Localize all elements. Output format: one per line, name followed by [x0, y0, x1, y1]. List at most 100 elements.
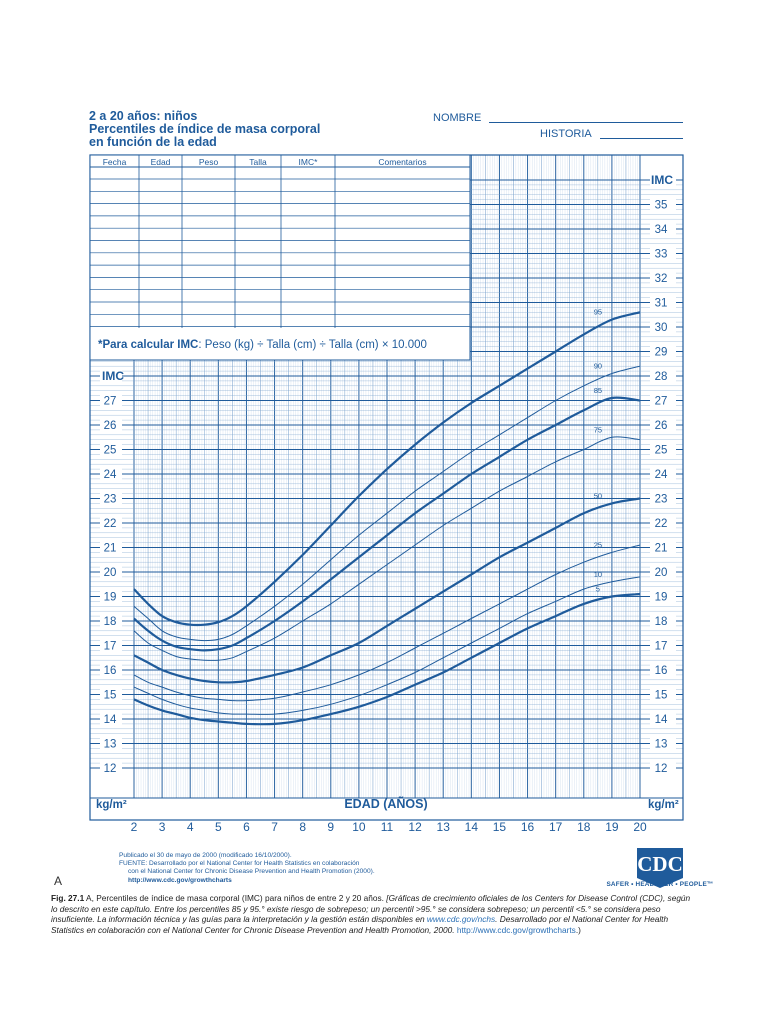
y-tick-bg-right [650, 443, 676, 456]
y-tick-bg-left [100, 762, 122, 774]
x-tick-label: 16 [521, 820, 535, 834]
x-tick-label: 20 [633, 820, 647, 834]
y-tick-bg-right [650, 566, 676, 578]
y-tick-bg-left [100, 419, 122, 431]
percentile-90-label: 90 [594, 362, 602, 371]
published-note: Publicado el 30 de mayo de 2000 (modific… [119, 852, 292, 859]
y-tick-label-left: 13 [104, 739, 117, 751]
x-tick-label: 6 [243, 820, 250, 834]
y-tick-label-left: 16 [104, 665, 117, 677]
table-frame [89, 154, 471, 361]
y-tick-bg-right [650, 664, 676, 676]
source-line-1: FUENTE: Desarrollado por el National Cen… [119, 860, 360, 867]
x-tick-label: 19 [605, 820, 619, 834]
y-tick-bg-left [100, 639, 122, 652]
x-tick-label: 7 [271, 820, 278, 834]
y-tick-bg-left [100, 394, 122, 407]
y-tick-label-right: 16 [655, 665, 668, 677]
y-tick-bg-right [650, 247, 676, 260]
y-tick-bg-right [650, 394, 676, 407]
source-line-2: con el National Center for Chronic Disea… [128, 868, 375, 875]
cdc-logo: CDC SAFER • HEALTHIER • PEOPLE™ [606, 848, 713, 890]
y-tick-bg-right [650, 615, 676, 627]
caption-link-nchs[interactable]: www.cdc.gov/nchs [426, 914, 496, 925]
x-tick-label: 3 [159, 820, 166, 834]
caption-link-growthcharts[interactable]: http://www.cdc.gov/growthcharts [456, 924, 576, 935]
y-tick-label-right: 29 [655, 347, 668, 359]
y-tick-bg-right [650, 419, 676, 431]
y-tick-bg-right [650, 468, 676, 480]
y-tick-bg-right [650, 492, 676, 505]
cdc-logo-text: CDC [637, 852, 683, 876]
y-tick-label-right: 23 [655, 494, 668, 506]
y-tick-label-right: 21 [655, 543, 668, 555]
y-tick-label-right: 27 [655, 396, 668, 408]
y-tick-bg-right [650, 296, 676, 309]
y-unit-right: kg/m² [648, 799, 679, 811]
y-tick-label-left: IMC [102, 369, 124, 383]
growthcharts-url[interactable]: http://www.cdc.gov/growthcharts [128, 877, 232, 884]
y-tick-label-right: 25 [655, 445, 668, 457]
chart-title-line1: 2 a 20 años: niños [89, 109, 198, 123]
y-tick-label-left: 17 [104, 641, 117, 653]
x-tick-label: 18 [577, 820, 591, 834]
historia-field[interactable] [600, 138, 683, 139]
y-tick-label-left: 19 [104, 592, 117, 604]
formula-note-rest: : Peso (kg) ÷ Talla (cm) ÷ Talla (cm) × … [198, 339, 427, 351]
y-tick-bg-left [100, 713, 122, 725]
percentile-5-line [133, 592, 641, 726]
x-tick-label: 15 [493, 820, 507, 834]
record-table: Fecha Edad Peso Talla IMC* Comentarios *Para c… [89, 154, 471, 361]
y-tick-label-right: 26 [655, 420, 668, 432]
y-tick-label-right: 22 [655, 518, 668, 530]
formula-note-bold: *Para calcular IMC [98, 339, 198, 351]
y-tick-label-right: 13 [655, 739, 668, 751]
percentile-95-label: 95 [594, 308, 602, 317]
y-tick-bg-right [650, 272, 676, 284]
y-tick-label-right: 15 [655, 690, 668, 702]
y-tick-label-left: 25 [104, 445, 117, 457]
percentile-25-line [133, 544, 641, 702]
percentile-25-label: 25 [594, 540, 602, 549]
table-col-header: Comentarios [378, 157, 426, 167]
y-tick-label-right: 28 [655, 371, 668, 383]
y-tick-label-left: 23 [104, 494, 117, 506]
y-tick-bg-left [100, 688, 122, 701]
y-tick-label-left: 18 [104, 616, 117, 628]
cdc-tagline: SAFER • HEALTHIER • PEOPLE™ [606, 881, 714, 888]
cdc-logo-icon: CDC [637, 848, 683, 888]
x-tick-label: 11 [381, 820, 394, 834]
caption-tail: .) [575, 924, 581, 935]
y-tick-bg-left [100, 517, 122, 529]
percentile-50-label: 50 [594, 491, 602, 500]
figure-caption: Fig. 27.1 A, Percentiles de índice de ma… [51, 893, 691, 935]
y-tick-label-right: 32 [655, 273, 668, 285]
nombre-field[interactable] [489, 122, 683, 123]
table-col-header: IMC* [299, 157, 319, 167]
y-tick-label-right: 30 [655, 322, 668, 334]
y-tick-label-right: 33 [655, 249, 668, 261]
y-tick-label-left: 24 [104, 469, 117, 481]
y-tick-bg-right [650, 370, 676, 382]
y-tick-label-right: 34 [655, 224, 668, 236]
percentile-10-label: 10 [594, 570, 602, 579]
y-tick-bg-right [650, 713, 676, 725]
x-tick-label: 2 [131, 820, 138, 834]
y-tick-label-right: IMC [651, 173, 673, 187]
y-tick-label-left: 12 [104, 763, 117, 775]
y-tick-label-left: 21 [104, 543, 117, 555]
formula-note: *Para calcular IMC: Peso (kg) ÷ Talla (c… [98, 339, 427, 351]
x-tick-label: 14 [465, 820, 479, 834]
y-tick-bg-left [100, 370, 122, 382]
caption-text: A, Percentiles de índice de masa corpora… [84, 893, 387, 903]
x-tick-label: 12 [408, 820, 422, 834]
x-tick-label: 8 [299, 820, 306, 834]
y-tick-label-right: 19 [655, 592, 668, 604]
table-col-header: Peso [199, 157, 219, 167]
historia-label: HISTORIA [540, 128, 592, 140]
percentile-75-label: 75 [594, 425, 602, 434]
y-tick-bg-left [100, 492, 122, 505]
percentile-90-line [133, 365, 641, 642]
y-tick-bg-right [650, 198, 676, 211]
